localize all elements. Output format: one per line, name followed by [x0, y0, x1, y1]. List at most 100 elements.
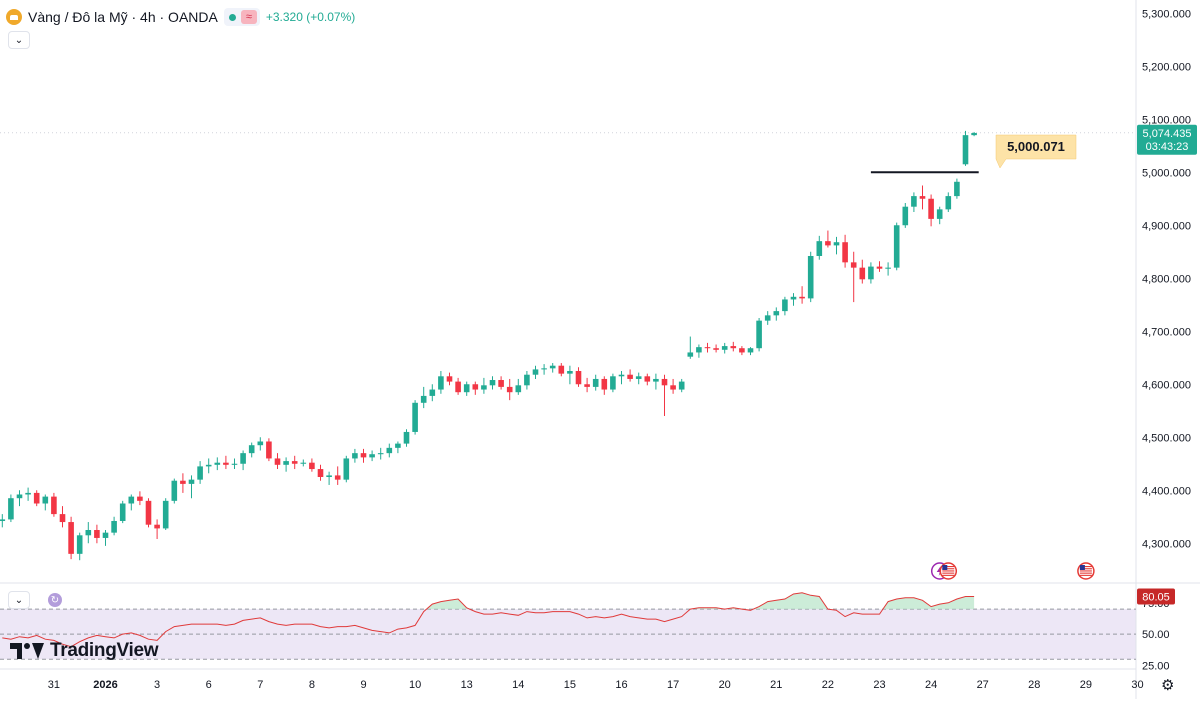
candle-body [575, 371, 582, 385]
last-price-label: 5,074.435 03:43:23 [1137, 124, 1197, 155]
tradingview-mark-icon [10, 643, 44, 659]
candle-body [42, 496, 49, 504]
time-tick-label: 29 [1080, 679, 1092, 691]
us-flag-icon[interactable] [939, 562, 958, 580]
time-tick-label: 27 [977, 679, 989, 691]
candle-body [171, 480, 178, 501]
candle-body [162, 500, 169, 529]
price-axis[interactable]: 4,300.000 4,400.000 4,500.000 4,600.000 4,70… [1142, 8, 1191, 550]
last-price-label-bg [1137, 124, 1197, 155]
candle-body [876, 266, 883, 269]
rsi-value-label: 80.05 [1137, 588, 1175, 605]
candle-body [369, 454, 375, 458]
candle-body [455, 381, 461, 393]
candle-body [773, 311, 780, 316]
symbol-header: Vàng / Đô la Mỹ · 4h · OANDA ≈ +3.320 (+… [6, 6, 355, 28]
rsi-tick-label: 50.00 [1142, 629, 1170, 641]
candle-body [180, 480, 186, 484]
symbol-title[interactable]: Vàng / Đô la Mỹ · 4h · OANDA [28, 9, 218, 25]
candle-body [498, 380, 504, 387]
candle-body [868, 266, 874, 280]
collapse-rsi-legend-button[interactable]: ⌄ [8, 591, 30, 609]
candle-body [515, 385, 522, 393]
event-markers[interactable] [930, 562, 1095, 580]
candle-body [257, 441, 264, 446]
rsi-value: 80.05 [1142, 591, 1170, 603]
candle-body [420, 395, 427, 403]
candle-body [782, 299, 788, 312]
candle-body [274, 458, 281, 465]
candle-body [696, 347, 702, 353]
candle-body [670, 385, 676, 390]
candle-body [360, 453, 367, 458]
us-flag-icon[interactable] [1077, 562, 1095, 580]
candle-body [489, 380, 496, 386]
time-tick-label: 6 [206, 679, 212, 691]
tradingview-logo[interactable]: TradingView [10, 640, 159, 662]
candle-body [954, 181, 960, 197]
candle-body [558, 365, 565, 374]
candle-body [816, 241, 823, 256]
candle-body [94, 530, 100, 538]
gold-coin-icon[interactable] [6, 9, 22, 25]
price-tick-label: 4,500.000 [1142, 432, 1191, 444]
candle-body [137, 496, 143, 501]
candle-body [481, 385, 487, 390]
candle-body [644, 376, 651, 382]
candle-body [919, 196, 926, 199]
candle-body [790, 296, 797, 300]
candle-body [549, 365, 556, 369]
market-status-pill[interactable]: ≈ [223, 8, 260, 26]
time-tick-label: 16 [615, 679, 627, 691]
candle-body [0, 519, 6, 521]
time-tick-label: 13 [461, 679, 473, 691]
candle-body [584, 384, 590, 387]
candle-body [334, 475, 341, 480]
time-tick-label: 2026 [93, 679, 117, 691]
candle-body [291, 461, 298, 464]
candle-body [412, 402, 418, 432]
price-tick-label: 5,200.000 [1142, 61, 1191, 73]
candle-body [446, 376, 453, 382]
time-tick-label: 30 [1131, 679, 1143, 691]
candle-body [266, 441, 272, 459]
candle-body [730, 346, 737, 349]
collapse-legend-button[interactable]: ⌄ [8, 31, 30, 49]
candle-body [928, 198, 934, 219]
time-tick-label: 24 [925, 679, 937, 691]
candle-body [610, 376, 616, 390]
wave-icon: ≈ [240, 10, 257, 24]
refresh-icon[interactable]: ↻ [48, 593, 62, 607]
candle-body [102, 532, 109, 538]
candle-body [76, 535, 83, 554]
candle-body [438, 376, 444, 390]
candle-body [524, 374, 530, 386]
candle-body [902, 206, 909, 226]
candle-body [248, 445, 255, 454]
candle-body [506, 386, 513, 393]
chevron-down-icon: ⌄ [14, 594, 24, 606]
time-tick-label: 21 [770, 679, 782, 691]
candle-body [33, 492, 40, 504]
time-tick-label: 23 [873, 679, 885, 691]
time-tick-label: 10 [409, 679, 421, 691]
candle-body [223, 462, 229, 465]
candle-body [326, 475, 332, 477]
candle-body [635, 376, 642, 379]
time-axis[interactable]: 31 2026 3 6 7 8 9 10 13 14 15 16 17 20 21 22 23 24 27 28 29 3… [48, 679, 1144, 691]
candle-body [567, 371, 573, 374]
candle-body [893, 225, 900, 268]
time-tick-label: 31 [48, 679, 60, 691]
gear-icon[interactable]: ⚙ [1161, 677, 1175, 694]
callout-bubble [995, 134, 1077, 169]
price-tick-label: 5,100.000 [1142, 114, 1191, 126]
candle-body [343, 458, 350, 480]
candle-body [971, 133, 977, 136]
rsi-value-label-bg [1137, 588, 1175, 605]
price-callout[interactable]: 5,000.071 [995, 134, 1077, 169]
candle-body [145, 500, 152, 525]
time-tick-label: 17 [667, 679, 679, 691]
